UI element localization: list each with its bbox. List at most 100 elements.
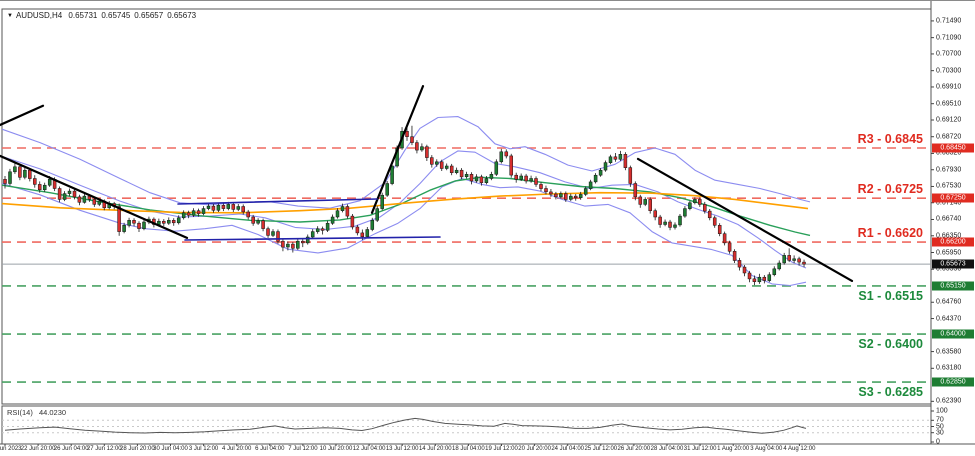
candle xyxy=(737,257,742,271)
candle-body xyxy=(236,206,241,210)
candle xyxy=(653,208,657,221)
candle-body xyxy=(191,210,196,216)
candle-body xyxy=(420,146,424,151)
x-tick-label: 12 Jul 04:00 xyxy=(352,446,386,452)
candle xyxy=(514,172,518,183)
candle xyxy=(291,242,295,253)
candle xyxy=(221,203,226,212)
candle xyxy=(132,218,136,227)
y-tick-label: 0.70300 xyxy=(936,67,962,75)
candle xyxy=(8,168,12,186)
candle-body xyxy=(583,188,588,195)
descending-trendline-june[interactable] xyxy=(0,154,189,239)
candle-body xyxy=(42,184,47,191)
candle xyxy=(623,152,628,171)
candle-body xyxy=(122,225,126,232)
x-tick-label: 30 Jun 04:00 xyxy=(153,446,188,452)
candle-body xyxy=(737,260,742,268)
candle-body xyxy=(291,243,295,249)
old-ascending-trendline[interactable] xyxy=(0,104,45,127)
candle xyxy=(271,229,275,237)
candle xyxy=(77,194,82,206)
bollinger-lower-band[interactable] xyxy=(1,177,807,287)
descending-trendline-august[interactable] xyxy=(636,157,854,282)
moving-average-orange[interactable] xyxy=(1,191,809,214)
candle-body xyxy=(137,222,141,229)
pivot-label-s2: S2 - 0.6400 xyxy=(858,337,923,352)
candle xyxy=(797,256,801,266)
rsi-scale-label: 0 xyxy=(936,438,940,446)
high-value: 0.65745 xyxy=(101,11,131,20)
pivot-label-s3: S3 - 0.6285 xyxy=(858,385,923,400)
x-tick-label: 7 Jul 12:00 xyxy=(288,446,318,452)
range-top-line[interactable] xyxy=(177,198,378,205)
y-tick-label: 0.65550 xyxy=(936,265,962,273)
candle-body xyxy=(757,276,762,283)
y-tick-label: 0.66350 xyxy=(936,232,962,240)
candle-body xyxy=(668,221,672,228)
x-tick-label: 18 Jul 04:00 xyxy=(452,446,485,452)
candle-body xyxy=(802,261,806,265)
candle xyxy=(767,272,772,283)
candle-body xyxy=(33,178,37,185)
candle-body xyxy=(385,183,389,196)
candle xyxy=(425,144,429,161)
candle xyxy=(559,191,563,199)
price-level-box-s1: 0.65150 xyxy=(932,281,974,291)
candle-body xyxy=(598,169,603,176)
candle xyxy=(544,185,548,195)
rsi-value: 44.0230 xyxy=(38,408,67,417)
candle xyxy=(33,175,37,188)
range-bottom-line[interactable] xyxy=(184,236,441,241)
candle-body xyxy=(623,154,628,168)
moving-average-green[interactable] xyxy=(1,176,811,237)
rsi-scale-label: 30 xyxy=(936,429,944,437)
candle-body xyxy=(186,212,191,216)
candle xyxy=(762,275,767,284)
candle xyxy=(618,150,623,161)
candle xyxy=(648,197,652,214)
candle-body xyxy=(206,205,211,209)
candle-body xyxy=(549,191,553,195)
candle-body xyxy=(211,205,216,211)
candle-body xyxy=(365,229,370,237)
candle-body xyxy=(310,231,315,238)
steep-ascending-trendline-july[interactable] xyxy=(370,84,425,214)
candle xyxy=(464,171,469,179)
candle-body xyxy=(618,154,623,160)
candle xyxy=(3,176,7,189)
candle-body xyxy=(167,220,171,224)
candle xyxy=(752,275,757,286)
candle xyxy=(415,140,419,154)
candle xyxy=(698,197,702,207)
candle-body xyxy=(782,255,786,264)
symbol-marker-icon[interactable]: ▼ xyxy=(7,13,13,19)
candle xyxy=(206,203,211,211)
y-tick-label: 0.67140 xyxy=(936,199,962,207)
candle xyxy=(757,273,762,284)
candle-body xyxy=(777,262,781,270)
candle xyxy=(435,159,439,167)
candle xyxy=(727,240,732,254)
candle-body xyxy=(767,274,772,281)
candle xyxy=(181,210,186,220)
candle-body xyxy=(345,206,350,217)
candle xyxy=(782,252,786,265)
candle-body xyxy=(430,157,434,165)
candle-body xyxy=(201,208,206,214)
y-tick-label: 0.64370 xyxy=(936,315,962,323)
candle xyxy=(122,222,126,234)
candle xyxy=(390,163,394,186)
candle-body xyxy=(127,220,131,226)
y-tick-label: 0.69910 xyxy=(936,83,962,91)
candle-body xyxy=(613,156,618,160)
candle-body xyxy=(325,222,330,231)
candle-body xyxy=(216,205,221,211)
candle-body xyxy=(772,268,777,275)
x-tick-label: 24 Jul 04:00 xyxy=(551,446,585,452)
candle xyxy=(430,155,434,168)
candles-layer xyxy=(3,123,806,286)
candle-body xyxy=(529,178,533,182)
candle xyxy=(663,219,667,227)
